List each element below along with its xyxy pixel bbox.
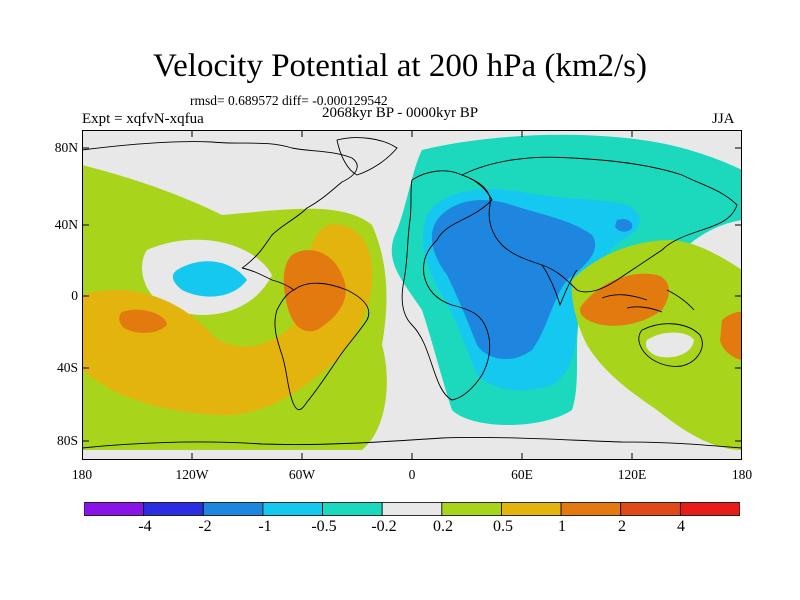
colorbar-box-2 xyxy=(143,502,204,516)
coast-eurasia xyxy=(461,156,738,293)
lon-label-60w: 60W xyxy=(288,467,316,482)
period-label: 2068kyr BP - 0000kyr BP xyxy=(322,105,479,121)
colorbar-box-4 xyxy=(262,502,323,516)
colorbar-box-8 xyxy=(501,502,562,516)
colorbar-box-11 xyxy=(679,502,740,516)
lon-label-0: 0 xyxy=(408,467,416,482)
coast-antarctica xyxy=(82,437,742,449)
colorbar-label-6: 0.2 xyxy=(433,518,453,535)
colorbar xyxy=(84,502,740,516)
lat-label-80s: 80S xyxy=(56,433,78,448)
colorbar-box-7 xyxy=(441,502,502,516)
lon-label-120w: 120W xyxy=(175,467,209,482)
neutral-spot-australia xyxy=(645,332,694,358)
coast-indian-subcontinent xyxy=(541,264,578,307)
coast-north-america xyxy=(82,141,358,269)
coast-maritime-continent xyxy=(601,289,695,313)
lat-label-40n: 40N xyxy=(54,217,78,232)
positive-core-maritime-continent xyxy=(580,273,669,326)
coast-europe-africa xyxy=(401,170,493,401)
coast-south-america xyxy=(274,282,370,411)
lon-label-180e: 180 xyxy=(731,467,753,482)
colorbar-label-7: 0.5 xyxy=(493,518,513,535)
negative-loop-east-pacific xyxy=(172,261,247,297)
colorbar-label-5: -0.2 xyxy=(371,518,397,535)
colorbar-label-4: -0.5 xyxy=(311,518,337,535)
colorbar-box-5 xyxy=(322,502,383,516)
colorbar-label-10: 4 xyxy=(677,518,685,535)
coast-greenland xyxy=(336,137,398,176)
velocity-potential-map xyxy=(82,130,742,460)
colorbar-box-1 xyxy=(84,502,145,516)
colorbar-box-6 xyxy=(381,502,443,516)
positive-core-south-america xyxy=(283,250,346,332)
negative-region-core xyxy=(431,200,596,360)
lat-label-40s: 40S xyxy=(56,360,78,375)
coast-australia xyxy=(638,323,703,367)
negative-spot-china xyxy=(615,219,633,232)
lat-label-0: 0 xyxy=(71,288,78,303)
lon-label-60e: 60E xyxy=(511,467,533,482)
lon-label-180w: 180 xyxy=(71,467,93,482)
colorbar-box-10 xyxy=(620,502,681,516)
coastlines xyxy=(82,137,742,449)
positive-band-atlantic xyxy=(82,224,373,415)
page-title: Velocity Potential at 200 hPa (km2/s) xyxy=(152,48,648,84)
lat-label-80n: 80N xyxy=(54,140,78,155)
colorbar-label-1: -4 xyxy=(138,518,152,535)
positive-core-south-pacific xyxy=(119,309,167,333)
positive-core-east-pacific-edge xyxy=(720,311,742,360)
coast-central-america xyxy=(241,267,295,291)
experiment-label: Expt = xqfvN-xqfua xyxy=(82,111,204,127)
season-label: JJA xyxy=(712,111,735,127)
colorbar-label-2: -2 xyxy=(198,518,212,535)
stats-line: rmsd= 0.689572 diff= -0.000129542 xyxy=(190,93,388,108)
lon-label-120e: 120E xyxy=(617,467,647,482)
colorbar-label-8: 1 xyxy=(558,518,566,535)
axis-ticks xyxy=(82,130,742,460)
colorbar-label-3: -1 xyxy=(258,518,272,535)
colorbar-box-3 xyxy=(202,502,264,516)
colorbar-label-9: 2 xyxy=(618,518,626,535)
colorbar-box-9 xyxy=(560,502,622,516)
